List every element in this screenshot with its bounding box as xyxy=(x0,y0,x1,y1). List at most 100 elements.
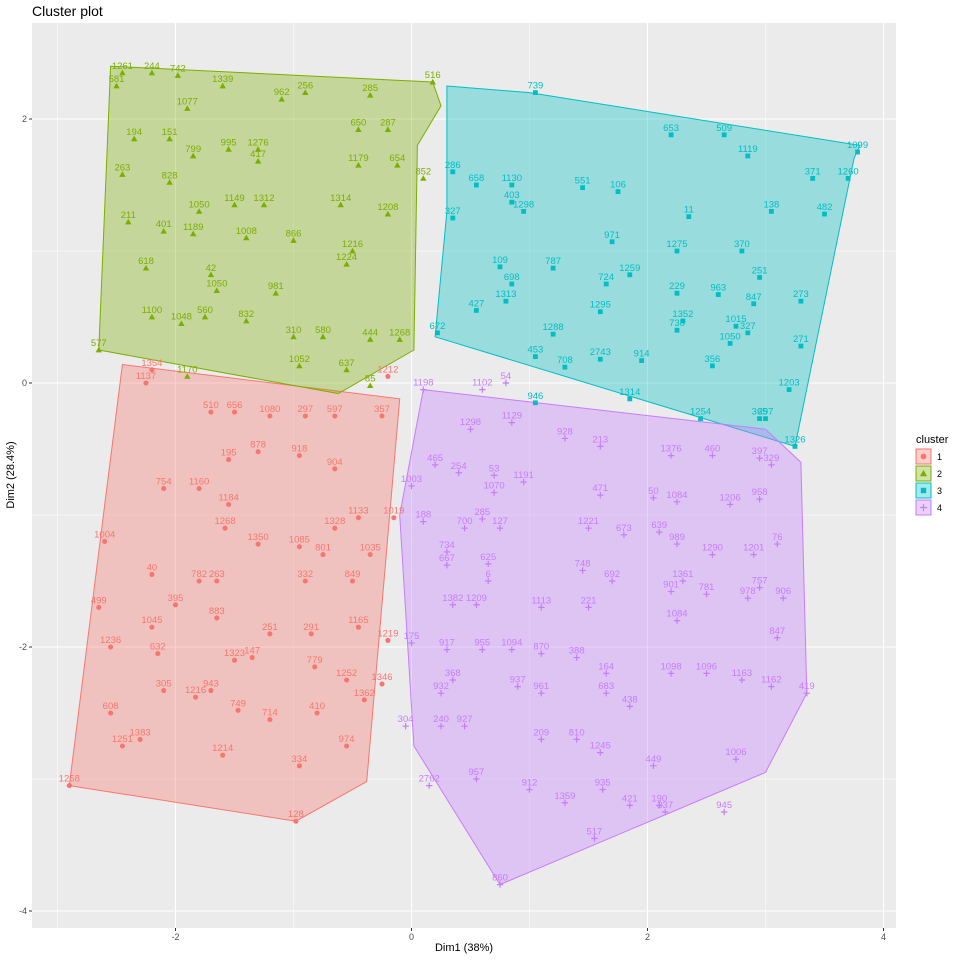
cluster-2-point xyxy=(184,105,191,111)
cluster-2-point xyxy=(166,135,173,142)
point-label: 581 xyxy=(109,74,125,85)
x-tick-label: 0 xyxy=(409,932,414,942)
cluster-2-point xyxy=(355,126,362,132)
point-label: 1326 xyxy=(784,434,805,445)
cluster-2-point xyxy=(278,96,285,102)
cluster-3-point xyxy=(763,416,768,422)
cluster-2-point xyxy=(148,313,156,320)
cluster-2-point xyxy=(195,208,203,214)
point-label: 1149 xyxy=(224,193,244,204)
cluster-1-point xyxy=(293,818,299,824)
point-label: 11 xyxy=(684,205,694,216)
point-label: 297 xyxy=(297,404,313,415)
point-label: 128 xyxy=(288,809,304,820)
point-label: 251 xyxy=(752,265,768,276)
point-label: 263 xyxy=(114,162,130,173)
point-label: 724 xyxy=(598,272,614,283)
point-label: 928 xyxy=(557,426,573,437)
point-label: 1245 xyxy=(590,741,611,752)
cluster-1-point xyxy=(108,644,114,650)
point-label: 580 xyxy=(315,325,331,336)
point-label: 1160 xyxy=(189,477,209,488)
cluster-4-point xyxy=(597,492,604,499)
point-label: 849 xyxy=(345,569,361,580)
cluster-3-point xyxy=(680,318,686,324)
cluster-3-point xyxy=(474,308,479,313)
point-label: 1216 xyxy=(185,685,206,696)
cluster-3-point xyxy=(668,132,674,138)
cluster-3-point xyxy=(745,330,751,336)
cluster-4-point xyxy=(479,646,486,653)
cluster-3-point xyxy=(855,149,860,155)
point-label: 1328 xyxy=(324,516,345,527)
cluster-4-point xyxy=(508,419,515,426)
point-label: 397 xyxy=(752,446,768,457)
point-label: 6 xyxy=(486,569,491,580)
point-label: 847 xyxy=(769,626,785,637)
point-label: 927 xyxy=(457,714,473,725)
cluster-4-point xyxy=(703,670,710,677)
cluster-1-point xyxy=(312,664,318,670)
point-label: 832 xyxy=(238,309,254,320)
cluster-4-point xyxy=(538,690,545,697)
cluster-1-point xyxy=(214,578,220,584)
cluster-4-point xyxy=(431,461,439,469)
cluster-4-point xyxy=(467,426,474,433)
point-label: 1290 xyxy=(702,543,723,554)
point-label: 1313 xyxy=(495,289,516,300)
point-label: 356 xyxy=(704,354,720,365)
cluster-1-point xyxy=(231,657,238,663)
point-label: 1216 xyxy=(342,239,363,250)
cluster-2-point xyxy=(254,158,262,164)
cluster-3-point xyxy=(509,281,515,287)
point-label: 516 xyxy=(425,70,441,81)
cluster-4-point xyxy=(420,518,427,525)
cluster-1-point xyxy=(361,697,367,703)
cluster-3-point xyxy=(727,341,733,346)
cluster-2-point xyxy=(160,228,167,234)
cluster-1-point xyxy=(355,515,361,521)
cluster-1-hull xyxy=(68,363,401,822)
point-label: 946 xyxy=(527,391,543,402)
cluster-1-point xyxy=(267,717,273,723)
cluster-2-point xyxy=(367,92,374,98)
point-label: 1162 xyxy=(761,675,781,686)
legend-label-3: 3 xyxy=(937,486,942,496)
point-label: 1275 xyxy=(666,239,687,250)
point-label: 658 xyxy=(468,173,484,184)
cluster-4-point xyxy=(479,515,486,523)
point-label: 76 xyxy=(772,532,783,543)
point-label: 989 xyxy=(669,532,685,543)
point-label: 637 xyxy=(339,358,355,369)
cluster-2-point xyxy=(113,82,120,89)
cluster-2-point xyxy=(290,237,297,243)
point-label: 273 xyxy=(793,289,809,300)
cluster-3-point xyxy=(721,132,727,138)
cluster-1-point xyxy=(149,571,155,577)
cluster-2-point xyxy=(384,210,392,217)
point-label: 1100 xyxy=(142,305,162,316)
cluster-3-point xyxy=(745,153,751,159)
point-label: 1352 xyxy=(672,309,693,320)
cluster-2-point xyxy=(396,336,403,342)
cluster-4-point xyxy=(443,646,451,653)
point-label: 444 xyxy=(362,327,378,338)
cluster-1-point xyxy=(332,413,338,419)
cluster-3-point xyxy=(474,182,479,188)
cluster-3-point xyxy=(550,265,556,271)
point-label: 955 xyxy=(474,638,490,649)
point-label: 1314 xyxy=(619,387,640,398)
point-label: 912 xyxy=(522,778,538,789)
point-label: 482 xyxy=(817,202,833,213)
cluster-4-point xyxy=(561,435,569,442)
point-label: 1070 xyxy=(484,481,505,492)
point-label: 757 xyxy=(752,576,768,587)
cluster-4-point xyxy=(780,594,787,602)
point-label: 271 xyxy=(793,334,809,345)
cluster-4-point xyxy=(599,786,606,793)
point-label: 847 xyxy=(746,292,762,303)
cluster-2-point xyxy=(225,146,232,152)
point-label: 906 xyxy=(775,586,791,597)
cluster-3-point xyxy=(562,364,568,370)
cluster-2-point xyxy=(260,201,268,208)
